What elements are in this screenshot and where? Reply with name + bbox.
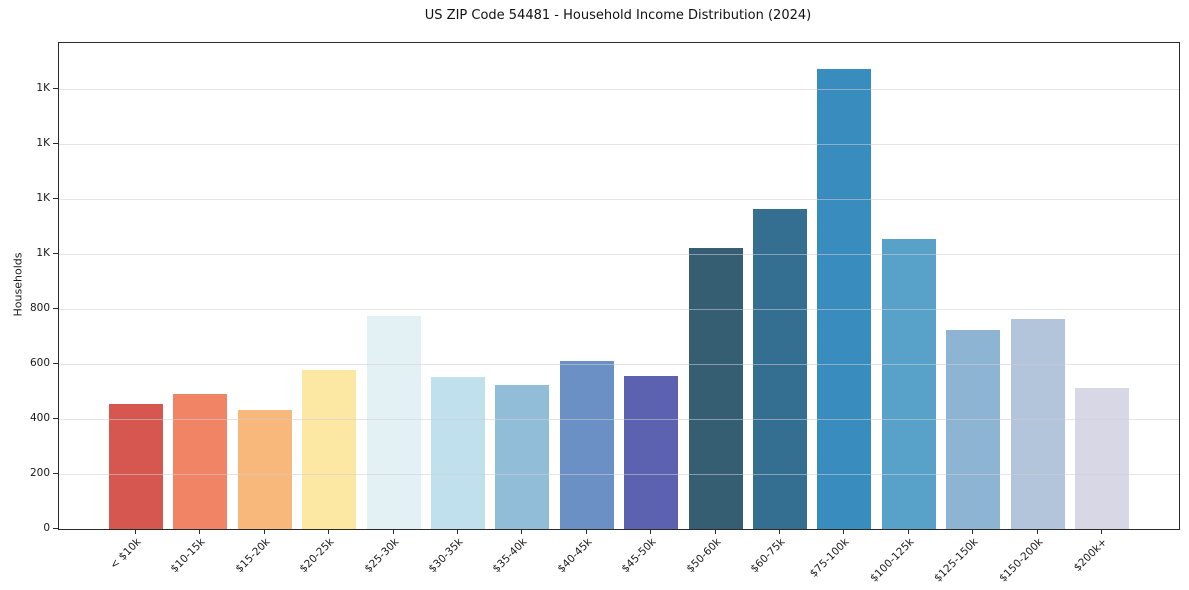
bar-$25-30k [367,316,421,529]
y-tick-label: 800 [29,302,50,314]
y-tick-mark [53,528,58,529]
bar-$200k+ [1075,388,1129,529]
y-tick-mark [53,88,58,89]
y-tick-mark [53,363,58,364]
x-tick-mark [199,529,200,534]
bar-$35-40k [495,385,549,529]
chart-title: US ZIP Code 54481 - Household Income Dis… [424,8,812,23]
gridline [59,254,1179,255]
y-tick-mark [53,198,58,199]
x-tick-mark [908,529,909,534]
gridline [59,309,1179,310]
x-tick-mark [586,529,587,534]
y-tick-mark [53,308,58,309]
y-tick-mark [53,253,58,254]
y-tick-label: 1K [36,192,50,204]
x-tick-mark [779,529,780,534]
bar-$100-125k [882,239,936,529]
gridline [59,199,1179,200]
x-tick-mark [715,529,716,534]
x-tick-mark [1101,529,1102,534]
y-tick-mark [53,473,58,474]
x-tick-mark [393,529,394,534]
bar-$10-15k [173,394,227,529]
x-tick-mark [843,529,844,534]
gridline [59,144,1179,145]
bar-$50-60k [689,248,743,529]
bar-$45-50k [624,376,678,529]
plot-area [58,42,1180,530]
x-tick-mark [1037,529,1038,534]
x-tick-mark [457,529,458,534]
y-tick-label: 1K [36,137,50,149]
bar-$40-45k [560,361,614,529]
x-tick-label: < $10k [107,536,144,572]
bar-$125-150k [946,330,1000,529]
y-tick-mark [53,418,58,419]
x-tick-mark [135,529,136,534]
y-tick-label: 1K [36,82,50,94]
y-tick-mark [53,143,58,144]
y-tick-label: 0 [43,522,50,534]
bar-$75-100k [817,69,871,529]
bar-$30-35k [431,377,485,529]
x-tick-mark [264,529,265,534]
y-tick-label: 200 [29,467,50,479]
x-tick-mark [328,529,329,534]
x-tick-mark [650,529,651,534]
y-tick-label: 400 [29,412,50,424]
y-tick-label: 1K [36,247,50,259]
gridline [59,89,1179,90]
bar-$60-75k [753,209,807,529]
x-tick-mark [521,529,522,534]
bar-< $10k [109,404,163,529]
bar-$150-200k [1011,319,1065,529]
y-tick-label: 600 [29,357,50,369]
bar-$15-20k [238,410,292,529]
x-tick-mark [972,529,973,534]
bar-$20-25k [302,370,356,529]
